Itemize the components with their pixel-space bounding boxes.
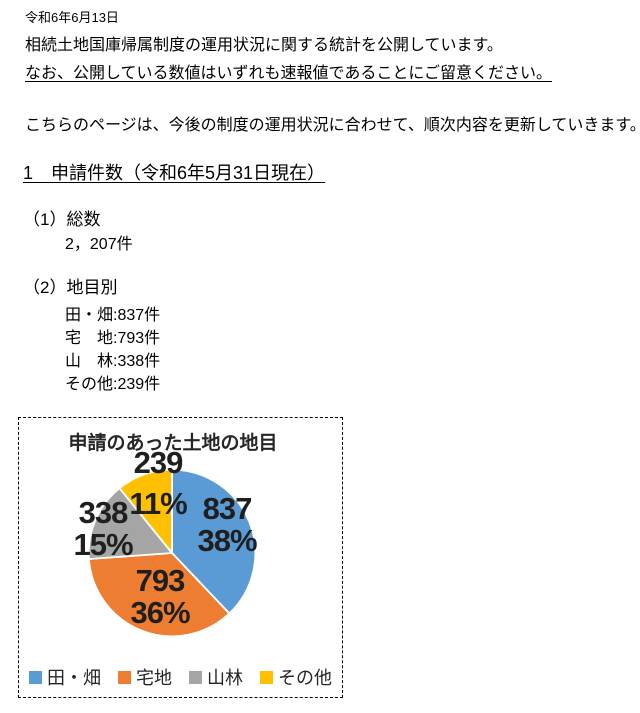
- pie-value: 837: [202, 491, 253, 526]
- chart-title: 申請のあった土地の地目: [68, 433, 278, 454]
- total-label: （1）総数: [23, 210, 101, 229]
- pie-chart: [87, 468, 257, 638]
- pie-value: 239: [133, 445, 184, 480]
- pie-value: 338: [78, 495, 129, 530]
- land-category-label: （2）地目別: [23, 278, 118, 297]
- pie-slice-宅地: [87, 552, 231, 638]
- total-value: 2，207件: [65, 236, 133, 253]
- intro-line-2: なお、公開している数値はいずれも速報値であることにご留意ください。: [25, 65, 553, 82]
- pie-label-tahata: 837 38%: [191, 493, 263, 557]
- pie-percent: 36%: [130, 595, 190, 630]
- legend-swatch-takuchi: [118, 670, 131, 684]
- legend-label-takuchi: 宅地: [136, 668, 172, 688]
- pie-label-sanrin: 338 15%: [67, 497, 139, 561]
- land-item-takuchi: 宅 地:793件: [65, 330, 161, 347]
- legend-swatch-sonota: [260, 670, 273, 684]
- intro-line-1: 相続土地国庫帰属制度の運用状況に関する統計を公開しています。: [25, 37, 503, 54]
- land-item-sonota: その他:239件: [65, 376, 161, 393]
- section1-heading: 1 申請件数（令和6年5月31日現在）: [23, 163, 326, 183]
- land-item-sanrin: 山 林:338件: [65, 353, 161, 370]
- pie-slice-田・畑: [171, 468, 257, 615]
- update-note: こちらのページは、今後の制度の運用状況に合わせて、順次内容を更新していきます。: [25, 117, 640, 134]
- legend-item-takuchi: 宅地: [118, 664, 172, 690]
- legend-item-sanrin: 山林: [189, 664, 243, 690]
- legend-swatch-tahata: [29, 670, 42, 684]
- legend-swatch-sanrin: [189, 670, 202, 684]
- legend-item-sonota: その他: [260, 664, 332, 690]
- land-item-tahata: 田・畑:837件: [65, 307, 161, 324]
- pie-value: 793: [135, 563, 186, 598]
- pie-label-sonota: 239 11%: [122, 447, 194, 520]
- date-text: 令和6年6月13日: [25, 10, 119, 25]
- legend-label-sanrin: 山林: [207, 668, 243, 688]
- pie-chart-figure: 申請のあった土地の地目 837 38% 793 36% 338 15% 239 …: [18, 417, 343, 698]
- pie-percent: 15%: [73, 527, 133, 562]
- pie-percent: 11%: [129, 486, 187, 521]
- pie-slice-その他: [118, 468, 173, 554]
- legend-item-tahata: 田・畑: [29, 664, 101, 690]
- pie-label-takuchi: 793 36%: [124, 565, 196, 629]
- legend-label-tahata: 田・畑: [47, 668, 101, 688]
- chart-legend: 田・畑 宅地 山林 その他: [19, 664, 342, 690]
- pie-percent: 38%: [197, 523, 257, 558]
- pie-slice-山林: [87, 487, 173, 560]
- legend-label-sonota: その他: [278, 668, 332, 688]
